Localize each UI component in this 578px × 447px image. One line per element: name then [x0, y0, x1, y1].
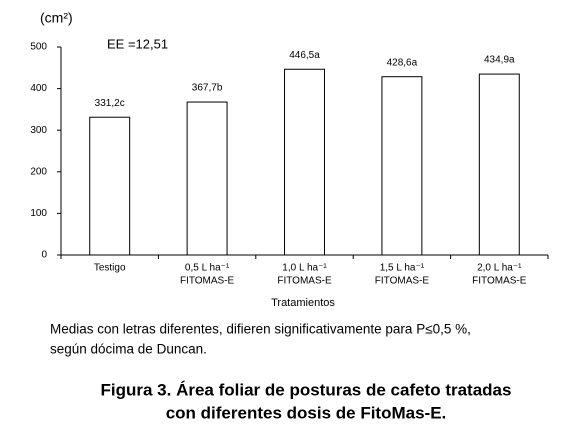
y-tick-label: 0	[41, 250, 47, 261]
x-tick-label: FITOMAS-E	[375, 276, 430, 287]
bar	[284, 68, 325, 256]
bar	[478, 73, 520, 256]
x-tick-label: FITOMAS-E	[472, 276, 527, 287]
value-label: 446,5a	[289, 50, 320, 61]
bar	[186, 101, 228, 256]
annotation: EE =12,51	[107, 36, 168, 51]
x-tick-label: 1,0 L ha⁻¹	[282, 263, 327, 274]
x-tick-label: 2,0 L ha⁻¹	[477, 263, 522, 274]
x-tick-label: FITOMAS-E	[277, 276, 332, 287]
value-label: 428,6a	[387, 57, 418, 68]
x-tick-label: 1,5 L ha⁻¹	[380, 263, 425, 274]
bar	[89, 116, 131, 256]
y-tick-label: 400	[30, 83, 47, 94]
x-axis-label: Tratamientos	[271, 297, 335, 309]
bar	[381, 76, 423, 256]
x-tick-label: FITOMAS-E	[180, 276, 235, 287]
x-tick-label: 0,5 L ha⁻¹	[185, 263, 230, 274]
y-tick-label: 100	[30, 208, 47, 219]
x-tick-label: Testigo	[94, 263, 126, 274]
value-label: 367,7b	[192, 83, 223, 94]
value-label: 331,2c	[95, 98, 125, 109]
y-tick-label: 300	[30, 125, 47, 136]
y-tick-label: 200	[30, 166, 47, 177]
y-tick-label: 500	[30, 42, 47, 53]
value-label: 434,9a	[484, 55, 515, 66]
caption: Figura 3. Área foliar de posturas de caf…	[101, 380, 512, 399]
y-axis-label: (cm²)	[40, 10, 73, 26]
note: según dócima de Duncan.	[50, 342, 207, 357]
note: Medias con letras diferentes, difieren s…	[50, 322, 471, 337]
caption: con diferentes dosis de FitoMas-E.	[166, 403, 447, 422]
